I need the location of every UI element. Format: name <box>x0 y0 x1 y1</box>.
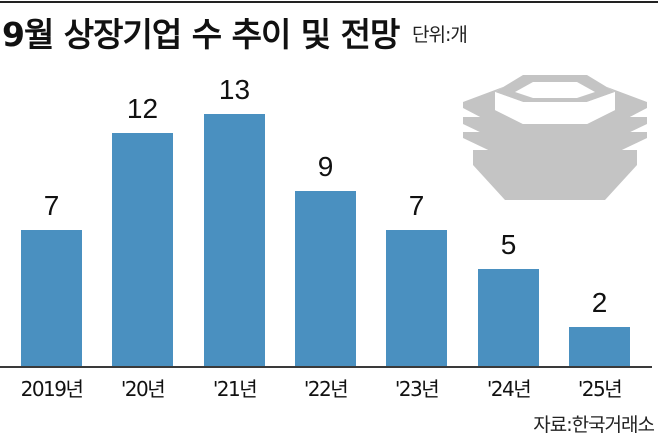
x-tick-label: '22년 <box>303 377 349 401</box>
x-axis-baseline <box>0 366 652 368</box>
x-tick-label: 2019년 <box>20 377 84 401</box>
x-tick-label: '23년 <box>394 377 440 401</box>
bar-0 <box>21 230 82 366</box>
x-tick-label: '24년 <box>486 377 532 401</box>
bar-6 <box>569 327 630 366</box>
top-rule <box>0 1 658 3</box>
value-label: 7 <box>408 190 425 221</box>
value-label: 9 <box>317 151 334 182</box>
bar-2 <box>204 114 265 366</box>
unit-label: 단위:개 <box>412 24 468 46</box>
x-tick-label: '21년 <box>212 377 258 401</box>
value-label: 13 <box>218 74 251 105</box>
source-label: 자료:한국거래소 <box>533 414 655 436</box>
value-label: 2 <box>591 287 608 318</box>
bar-1 <box>112 133 173 366</box>
bar-5 <box>478 269 539 366</box>
bar-3 <box>295 191 356 366</box>
value-label: 7 <box>43 190 60 221</box>
x-tick-label: '20년 <box>120 377 166 401</box>
value-label: 5 <box>500 229 517 260</box>
value-label: 12 <box>126 93 159 124</box>
chart-title: 9월 상장기업 수 추이 및 전망 <box>2 15 400 54</box>
x-tick-label: '25년 <box>577 377 623 401</box>
krx-building-icon <box>463 75 647 200</box>
bar-4 <box>386 230 447 366</box>
